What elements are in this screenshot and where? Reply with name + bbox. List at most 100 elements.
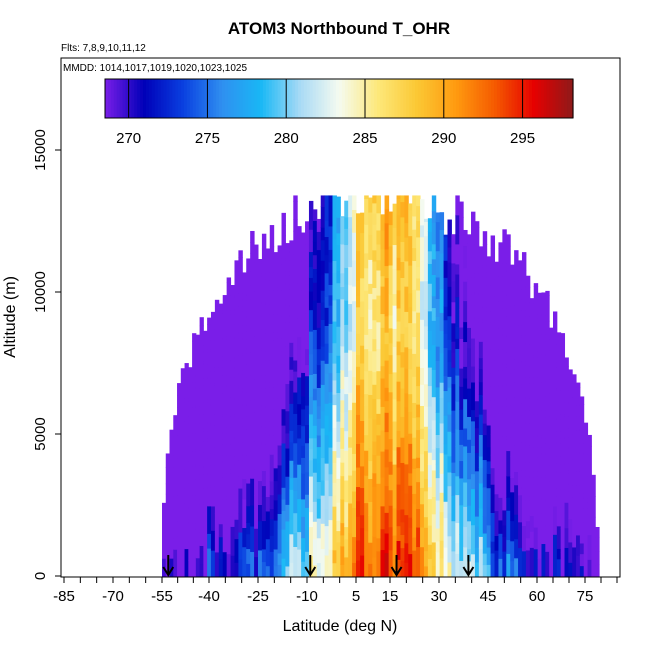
heatmap-cell — [553, 463, 558, 489]
heatmap-cell — [242, 353, 247, 371]
heatmap-cell — [184, 472, 189, 486]
heatmap-cell — [431, 513, 437, 543]
heatmap-cell — [348, 243, 353, 268]
heatmap-cell — [234, 437, 239, 450]
heatmap-cell — [265, 258, 271, 281]
heatmap-cell — [234, 385, 239, 400]
heatmap-cell — [324, 463, 330, 481]
heatmap-cell — [510, 560, 515, 577]
heatmap-cell — [451, 410, 456, 433]
heatmap-cell — [173, 435, 178, 456]
colorbar-segment — [151, 79, 156, 118]
heatmap-cell — [388, 327, 394, 344]
heatmap-cell — [218, 416, 224, 440]
heatmap-cell — [474, 389, 480, 402]
heatmap-cell — [301, 232, 306, 262]
heatmap-cell — [308, 459, 314, 477]
heatmap-cell — [344, 267, 349, 285]
heatmap-cell — [416, 236, 421, 267]
heatmap-cell — [320, 319, 326, 347]
heatmap-cell — [478, 467, 484, 484]
heatmap-cell — [254, 379, 259, 400]
heatmap-cell — [336, 530, 341, 543]
heatmap-cell — [533, 283, 539, 287]
heatmap-cell — [474, 345, 480, 370]
x-tick-label: -85 — [53, 588, 75, 605]
heatmap-cell — [269, 435, 275, 455]
heatmap-cell — [467, 505, 472, 522]
heatmap-cell — [455, 375, 460, 402]
colorbar-segment — [438, 79, 442, 118]
heatmap-cell — [474, 221, 480, 228]
heatmap-cell — [301, 445, 306, 458]
heatmap-cell — [352, 402, 357, 429]
heatmap-cell — [400, 521, 405, 535]
heatmap-cell — [396, 559, 401, 577]
heatmap-cell — [482, 533, 488, 554]
heatmap-cell — [459, 338, 464, 369]
heatmap-cell — [305, 507, 310, 530]
heatmap-cell — [427, 231, 433, 252]
heatmap-cell — [431, 320, 437, 346]
heatmap-cell — [439, 288, 445, 313]
heatmap-cell — [416, 195, 421, 207]
heatmap-cell — [203, 526, 208, 551]
heatmap-cell — [250, 374, 255, 401]
heatmap-cell — [443, 375, 448, 392]
heatmap-cell — [340, 462, 345, 477]
heatmap-cell — [549, 447, 554, 466]
colorbar-segment — [145, 79, 150, 118]
heatmap-cell — [423, 235, 429, 253]
heatmap-cell — [420, 236, 425, 262]
heatmap-cell — [348, 519, 353, 534]
heatmap-cell — [591, 564, 596, 577]
heatmap-cell — [289, 518, 294, 535]
heatmap-cell — [169, 429, 174, 448]
heatmap-cell — [250, 285, 255, 300]
colorbar-segment — [488, 79, 492, 118]
heatmap-cell — [455, 475, 460, 496]
colorbar-segment — [543, 79, 548, 118]
heatmap-cell — [486, 473, 492, 489]
heatmap-cell — [234, 464, 239, 487]
heatmap-cell — [316, 348, 322, 366]
heatmap-cell — [328, 323, 333, 353]
heatmap-cell — [587, 475, 592, 503]
heatmap-cell — [541, 333, 546, 355]
colorbar-segment — [456, 79, 460, 118]
colorbar-segment — [461, 79, 466, 118]
heatmap-cell — [293, 392, 298, 414]
heatmap-cell — [234, 324, 239, 339]
heatmap-cell — [416, 385, 421, 405]
heatmap-cell — [388, 489, 394, 506]
heatmap-cell — [328, 195, 333, 203]
heatmap-cell — [246, 522, 251, 535]
colorbar-segment — [183, 79, 188, 118]
heatmap-cell — [328, 549, 333, 577]
heatmap-cell — [226, 496, 232, 517]
heatmap-cell — [340, 286, 345, 300]
heatmap-cell — [471, 420, 476, 446]
heatmap-cell — [514, 250, 519, 268]
heatmap-cell — [502, 536, 507, 552]
heatmap-cell — [305, 329, 310, 350]
heatmap-cell — [400, 277, 405, 305]
heatmap-cell — [289, 403, 294, 431]
heatmap-cell — [265, 279, 271, 305]
heatmap-cell — [195, 387, 201, 407]
heatmap-cell — [498, 497, 503, 521]
heatmap-cell — [312, 472, 318, 502]
heatmap-cell — [392, 398, 398, 422]
heatmap-cell — [541, 354, 546, 383]
heatmap-curtain — [162, 195, 600, 577]
heatmap-cell — [447, 513, 452, 537]
heatmap-cell — [451, 367, 456, 385]
heatmap-cell — [533, 313, 539, 329]
heatmap-cell — [305, 442, 310, 473]
heatmap-cell — [486, 256, 492, 258]
heatmap-cell — [320, 206, 326, 228]
heatmap-cell — [482, 358, 488, 371]
heatmap-cell — [380, 248, 386, 277]
heatmap-cell — [392, 293, 398, 306]
heatmap-cell — [320, 384, 326, 412]
